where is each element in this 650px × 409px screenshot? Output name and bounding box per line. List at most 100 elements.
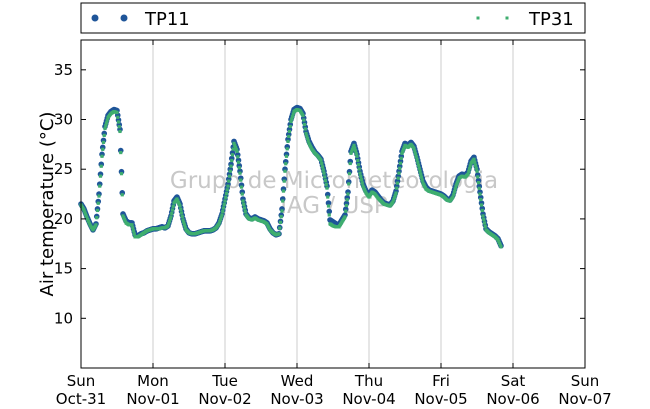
data-point-tp31: [394, 191, 398, 195]
watermark-line-1: Grupo de Micrometeorologia: [170, 168, 498, 194]
data-point-tp31: [280, 209, 284, 213]
data-point-tp31-interp: [236, 155, 240, 159]
data-point-tp31: [454, 184, 458, 188]
data-point-tp31: [358, 171, 362, 175]
data-point-tp31-interp: [230, 158, 234, 163]
data-point-tp31-interp: [290, 117, 294, 121]
x-tick-label-day: Tue: [211, 372, 238, 390]
data-point-tp31: [166, 224, 170, 228]
data-point-tp31: [415, 157, 419, 161]
data-point-tp31-interp: [419, 175, 424, 179]
data-point-tp31: [226, 184, 230, 188]
data-point-tp31-interp: [243, 209, 247, 214]
x-tick-label-date: Nov-04: [342, 390, 395, 408]
data-point-tp31-interp: [122, 216, 126, 220]
data-point-tp31-interp: [95, 216, 99, 220]
data-point-tp31-interp: [363, 189, 367, 193]
data-point-tp31-interp: [476, 181, 481, 185]
x-tick-label-date: Nov-06: [486, 390, 539, 408]
data-point-tp31-interp: [176, 199, 180, 203]
data-point-tp31: [400, 151, 404, 155]
data-point-tp31: [322, 171, 326, 175]
data-point-tp31-interp: [131, 226, 135, 230]
data-point-tp31: [217, 222, 221, 226]
data-point-tp31-interp: [482, 221, 487, 225]
data-point-tp31-interp: [116, 115, 120, 119]
data-point-tp31-interp: [321, 168, 325, 172]
data-point-tp31: [94, 223, 98, 227]
data-point-tp31: [475, 169, 479, 173]
data-point-tp31-interp: [95, 208, 100, 213]
data-point-tp31-interp: [324, 182, 328, 186]
data-point-tp31-interp: [452, 192, 456, 196]
data-point-tp31-interp: [497, 239, 501, 244]
data-point-tp31: [121, 214, 125, 218]
data-point-tp31: [100, 154, 104, 158]
data-point-tp31-interp: [357, 167, 361, 171]
data-point-tp31-interp: [401, 147, 406, 151]
watermark-line-2: IAG / USP: [280, 193, 388, 219]
data-point-tp31: [85, 216, 89, 220]
legend: TP11 TP31: [80, 2, 586, 34]
data-point-tp31-interp: [132, 232, 136, 236]
legend-marker-tp11: [120, 14, 128, 22]
legend-marker-tp31: [476, 16, 480, 20]
data-point-tp31-interp: [167, 222, 171, 226]
data-point-tp31-interp: [116, 120, 121, 124]
y-tick-label: 25: [54, 160, 73, 178]
data-point-tp31: [319, 158, 323, 162]
data-point-tp31-interp: [417, 166, 421, 170]
data-point-tp31-interp: [353, 146, 357, 150]
data-point-tp31-interp: [413, 152, 418, 156]
data-point-tp31-interp: [480, 208, 484, 213]
data-point-tp31: [82, 208, 86, 212]
data-point-tp31-interp: [240, 192, 244, 196]
data-point-tp31-interp: [224, 195, 228, 199]
data-point-tp31-interp: [453, 187, 457, 191]
data-point-tp31: [481, 214, 485, 218]
data-point-tp31-interp: [287, 129, 292, 134]
data-point-tp31-interp: [302, 122, 307, 127]
data-point-tp31: [352, 143, 356, 147]
data-point-tp31-interp: [284, 154, 289, 158]
data-point-tp31-interp: [399, 156, 403, 160]
legend-box: [80, 2, 586, 34]
x-tick-label-day: Sat: [501, 372, 526, 390]
data-point-tp31-interp: [227, 179, 231, 183]
data-point-tp31-interp: [168, 217, 172, 221]
data-point-tp31-interp: [473, 163, 478, 167]
data-point-tp31: [235, 149, 239, 153]
data-point-tp31-interp: [183, 225, 187, 229]
x-tick-label-day: Fri: [432, 372, 450, 390]
data-point-tp31: [118, 129, 122, 134]
data-point-tp31-interp: [170, 208, 175, 212]
data-point-tp31: [325, 186, 329, 190]
x-tick-label-date: Oct-31: [56, 390, 106, 408]
data-point-tp31-interp: [285, 147, 289, 151]
data-point-tp31-interp: [348, 161, 352, 166]
legend-label-tp31: TP31: [528, 9, 574, 30]
data-point-tp31: [283, 169, 287, 173]
data-point-tp31-interp: [392, 198, 396, 202]
data-point-tp31-interp: [356, 158, 360, 163]
data-point-tp31-interp: [467, 167, 472, 171]
data-point-tp31: [418, 169, 422, 173]
data-series: [78, 104, 504, 249]
data-point-tp31-interp: [362, 187, 367, 192]
data-point-tp31-interp: [290, 114, 295, 119]
data-point-tp31-interp: [323, 179, 328, 183]
data-point-tp31-interp: [242, 202, 246, 207]
data-point-tp31-interp: [359, 178, 364, 182]
data-point-tp31-interp: [291, 112, 295, 116]
data-point-tp31-interp: [305, 134, 309, 138]
data-point-tp31: [223, 199, 227, 203]
data-point-tp31-interp: [419, 172, 423, 176]
data-point-tp31-interp: [287, 134, 291, 139]
data-point-tp31-interp: [105, 118, 109, 122]
data-point-tp31: [301, 113, 305, 118]
data-point-tp31: [496, 238, 500, 242]
data-point-tp31-interp: [170, 211, 174, 216]
data-point-tp31: [478, 192, 482, 196]
data-point-tp31-interp: [180, 214, 184, 219]
data-point-tp31: [229, 164, 233, 168]
